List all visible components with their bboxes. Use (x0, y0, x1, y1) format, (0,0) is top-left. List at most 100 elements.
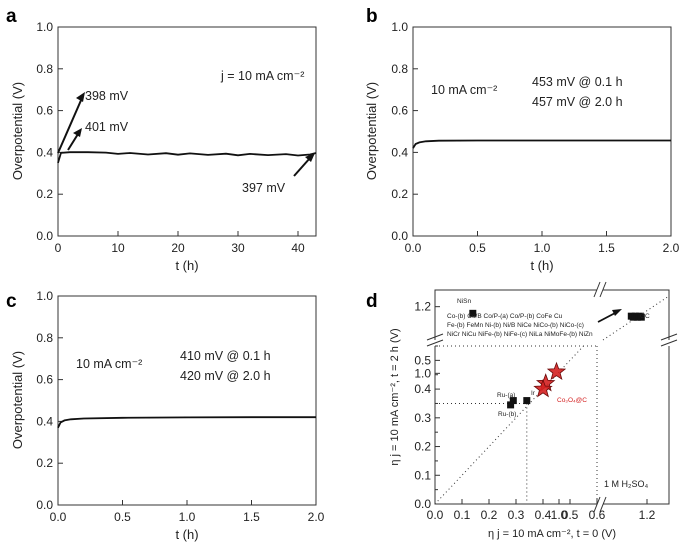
panel-a-letter: a (6, 6, 17, 27)
panel-a-label-397: 397 mV (242, 181, 286, 195)
catalyst-row-3: NiCr NiCu NiFe-(b) NiFe-(c) NiLa NiMoFe-… (447, 331, 593, 338)
cat-2-5: NiMoFe-(b) (544, 331, 577, 338)
panel-b-ytick-label: 0.6 (391, 104, 408, 118)
panel-c-ytick-label: 0.4 (36, 414, 53, 428)
panel-d-xtick-label: 0.3 (508, 508, 525, 522)
panel-c-current-density: 10 mA cm⁻² (76, 357, 142, 371)
panel-a-ylabel: Overpotential (V) (10, 82, 25, 180)
panel-c-xtick-label: 0.0 (50, 510, 67, 524)
panel-c-xtick-label: 0.5 (114, 510, 131, 524)
panel-a-arrowhead-397 (305, 153, 315, 162)
panel-a-xtick-label: 30 (231, 241, 245, 255)
cat-0-4: CoFe (536, 313, 552, 320)
panel-b-xtick-label: 0.0 (405, 241, 422, 255)
break-gap-y (433, 340, 671, 346)
panel-c-series-line (57, 416, 316, 429)
catalyst-row-2: Fe-(b) FeMn Ni-(b) Ni/B NiCe NiCo-(b) Ni… (447, 322, 584, 329)
panel-c-xlabel: t (h) (175, 527, 198, 542)
panel-a-ytick-label: 0.8 (36, 62, 53, 76)
panel-b-series-line (412, 139, 671, 149)
panel-c-ytick-label: 0.6 (36, 373, 53, 387)
panel-d-ytick-label: 0.0 (414, 497, 431, 511)
panel-d-star-label: Co₃O₄@C (557, 397, 587, 404)
panel-d-stars (533, 361, 567, 398)
panel-d-point-ir (523, 397, 531, 405)
cat-0-3: Co/P-(b) (510, 313, 535, 320)
panel-c-x-ticks: 0.0 0.5 1.0 1.5 2.0 (50, 500, 325, 524)
panel-d-ytick-label: 0.1 (414, 468, 431, 482)
cat-2-0: NiCr (447, 331, 461, 338)
panel-d-ytick-label: 0.5 (414, 353, 431, 367)
panel-d-ytick-label: 0.2 (414, 440, 431, 454)
catalyst-row-1: Co-(b) Co/B Co/P-(a) Co/P-(b) CoFe Cu (447, 313, 563, 320)
panel-d-label-gc: GC (640, 313, 650, 320)
panel-a-ytick-label: 0.2 (36, 187, 53, 201)
cat-1-0: Fe-(b) (447, 322, 465, 329)
break-gap-x (597, 288, 603, 506)
cat-1-3: Ni/B (503, 322, 515, 329)
panel-a-ytick-label: 0.4 (36, 145, 53, 159)
cat-1-1: FeMn (467, 322, 484, 329)
panel-b-y-ticks: 0.0 0.2 0.4 0.6 0.8 1.0 (391, 20, 418, 243)
panel-d-xtick-label: 0.2 (481, 508, 498, 522)
panel-b-ytick-label: 0.0 (391, 229, 408, 243)
panel-a-current-density: j = 10 mA cm⁻² (220, 69, 304, 83)
panel-d-ytick-label: 1.2 (414, 300, 431, 314)
panel-a-ytick-label: 1.0 (36, 20, 53, 34)
cat-1-6: NiCo-(c) (560, 322, 584, 329)
panel-c: c 0.0 0.2 0.4 0.6 0.8 1.0 0.0 0.5 1.0 1.5 2.0 t (… (6, 289, 325, 542)
panel-d-star-point (533, 378, 553, 398)
panel-b-xtick-label: 0.5 (469, 241, 486, 255)
panel-a-xtick-label: 0 (55, 241, 62, 255)
panel-d-point-rub (507, 401, 515, 409)
panel-b-xtick-label: 1.5 (598, 241, 615, 255)
panel-c-value-0-1h: 410 mV @ 0.1 h (180, 349, 271, 363)
panel-b-value-2-0h: 457 mV @ 2.0 h (532, 95, 623, 109)
panel-c-ytick-label: 1.0 (36, 289, 53, 303)
panel-c-xtick-label: 2.0 (308, 510, 325, 524)
break-mark-x (593, 496, 601, 513)
panel-b-ytick-label: 1.0 (391, 20, 408, 34)
panel-d-point-nisn (469, 309, 477, 317)
panel-b-ylabel: Overpotential (V) (364, 82, 379, 180)
panel-c-ytick-label: 0.8 (36, 331, 53, 345)
break-mark-x (599, 281, 607, 298)
panel-a-frame (57, 26, 317, 237)
panel-a-xlabel: t (h) (175, 258, 198, 273)
panel-d-y-ticks: 0.0 0.1 0.2 0.3 0.4 0.51.0 1.2 (414, 300, 440, 511)
panel-d-arrow-gc (597, 311, 618, 323)
panel-c-y-ticks: 0.0 0.2 0.4 0.6 0.8 1.0 (36, 289, 63, 512)
panel-d-letter: d (366, 291, 378, 312)
cat-0-1: Co/B (467, 313, 481, 320)
panel-b-xtick-label: 1.0 (534, 241, 551, 255)
panel-c-value-2-0h: 420 mV @ 2.0 h (180, 369, 271, 383)
break-mark-y (660, 339, 678, 347)
panel-c-letter: c (6, 291, 17, 312)
panel-d-ytick-label: 0.3 (414, 411, 431, 425)
panel-c-frame (57, 295, 317, 506)
panel-b-ytick-label: 0.2 (391, 187, 408, 201)
panel-b-ytick-label: 0.4 (391, 145, 408, 159)
panel-d-point-rua (509, 397, 517, 405)
panel-d-xtick-label: 1.0 (551, 508, 568, 522)
panel-a-label-398: 398 mV (85, 89, 129, 103)
panel-a-xtick-label: 20 (171, 241, 185, 255)
panel-d-label-nisn: NiSn (457, 298, 471, 305)
panel-d-point-gc (637, 313, 645, 321)
panel-a-arrowhead-398 (76, 92, 85, 102)
panel-b: b 0.0 0.2 0.4 0.6 0.8 1.0 0.0 0.5 1.0 1.5 2.0 t (… (364, 6, 680, 273)
panel-d-xtick-label: 0.4 (535, 508, 552, 522)
panel-d-star-point (546, 361, 567, 381)
panel-d-xtick-label: 0.5 (562, 508, 579, 522)
panel-b-xtick-label: 2.0 (663, 241, 680, 255)
panel-a-ytick-label: 0.0 (36, 229, 53, 243)
panel-a-ytick-label: 0.6 (36, 104, 53, 118)
panel-a-arrow-401 (67, 133, 79, 151)
panel-c-xtick-label: 1.0 (179, 510, 196, 524)
panel-d-x-ticks: 0.0 0.1 0.2 0.3 0.4 0.5 0.6 1.0 1.2 (427, 499, 656, 522)
panel-a-x-ticks: 0 10 20 30 40 (55, 231, 305, 255)
panel-d-points (469, 309, 645, 409)
panel-b-value-0-1h: 453 mV @ 0.1 h (532, 75, 623, 89)
panel-d-label-ir: Ir (531, 390, 536, 397)
